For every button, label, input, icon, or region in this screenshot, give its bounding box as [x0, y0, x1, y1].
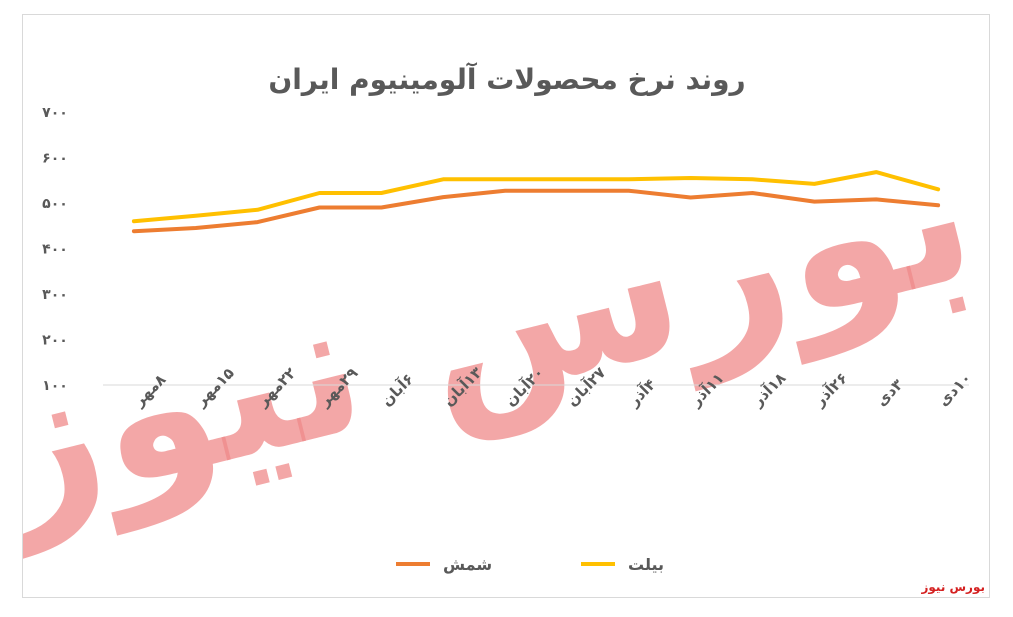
- x-tick-label: ۱۰دی: [934, 369, 975, 410]
- y-tick-label: ۷۰۰: [42, 105, 68, 121]
- legend: بیلت شمش: [396, 555, 664, 574]
- y-tick-label: ۲۰۰: [42, 333, 68, 349]
- y-tick-label: ۱۰۰: [42, 378, 68, 394]
- y-tick-label: ۴۰۰: [42, 242, 68, 258]
- series-line: [131, 170, 941, 224]
- chart-frame: روند نرخ محصولات آلومینیوم ایران بورس نی…: [22, 14, 991, 598]
- watermark-text: بورس نیوز: [23, 101, 991, 563]
- chart-title: روند نرخ محصولات آلومینیوم ایران: [268, 62, 745, 96]
- legend-label: شمش: [443, 555, 492, 574]
- x-tick-label: ۲۶آذر: [810, 369, 852, 411]
- corner-credit: بورس نیوز: [921, 580, 985, 594]
- y-tick-label: ۶۰۰: [42, 151, 68, 167]
- series-line: [131, 188, 941, 234]
- legend-label: بیلت: [628, 555, 664, 574]
- y-axis-ticks: ۱۰۰ ۲۰۰ ۳۰۰ ۴۰۰ ۵۰۰ ۶۰۰ ۷۰۰: [42, 105, 68, 394]
- chart-canvas: روند نرخ محصولات آلومینیوم ایران بورس نی…: [23, 62, 991, 574]
- series-layer: [131, 170, 941, 234]
- watermark: بورس نیوز: [23, 101, 991, 563]
- y-tick-label: ۳۰۰: [42, 287, 68, 303]
- x-tick-label: ۳دی: [872, 375, 906, 409]
- y-tick-label: ۵۰۰: [42, 196, 68, 212]
